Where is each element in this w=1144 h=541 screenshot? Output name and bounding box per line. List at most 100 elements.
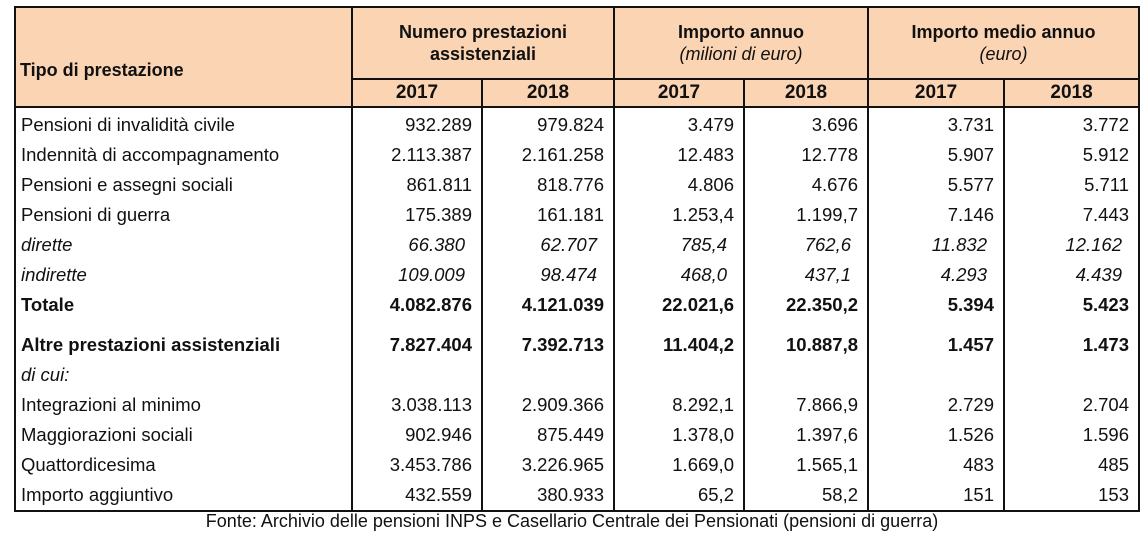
value-cell: 5.907 <box>867 140 1006 170</box>
year-header: 2017 <box>613 78 745 108</box>
year-header: 2018 <box>1003 78 1141 108</box>
value-cell: 7.866,9 <box>742 390 870 420</box>
table-row: indirette 109.009 98.474 468,0 437,1 4.293 4.4… <box>14 260 1141 290</box>
table-row: Importo aggiuntivo 432.559 380.933 65,2 58,2… <box>14 480 1141 512</box>
value-cell <box>613 360 745 390</box>
value-cell: 437,1 <box>742 260 870 290</box>
value-cell: 22.350,2 <box>742 290 870 320</box>
group-title: Importo annuo <box>678 22 804 42</box>
value-cell: 1.473 <box>1003 330 1141 360</box>
year-header: 2018 <box>481 78 615 108</box>
value-cell: 5.394 <box>867 290 1006 320</box>
row-label: di cui: <box>14 360 353 390</box>
row-label: dirette <box>14 230 353 260</box>
row-header: Tipo di prestazione <box>14 6 353 108</box>
year-header: 2017 <box>867 78 1006 108</box>
value-cell: 7.443 <box>1003 200 1141 230</box>
value-cell: 12.778 <box>742 140 870 170</box>
spacer-row <box>14 320 1141 330</box>
value-cell: 380.933 <box>481 480 615 512</box>
value-cell: 485 <box>1003 450 1141 480</box>
value-cell: 875.449 <box>481 420 615 450</box>
value-cell: 7.827.404 <box>351 330 483 360</box>
value-cell: 1.596 <box>1003 420 1141 450</box>
value-cell: 5.711 <box>1003 170 1141 200</box>
value-cell: 4.121.039 <box>481 290 615 320</box>
row-label: Indennità di accompagnamento <box>14 140 353 170</box>
table-row: Totale 4.082.876 4.121.039 22.021,6 22.350,2… <box>14 290 1141 320</box>
spacer-cell <box>613 320 745 330</box>
value-cell: 1.526 <box>867 420 1006 450</box>
value-cell: 12.483 <box>613 140 745 170</box>
value-cell: 932.289 <box>351 107 483 140</box>
row-label: Pensioni e assegni sociali <box>14 170 353 200</box>
value-cell: 1.565,1 <box>742 450 870 480</box>
group-title: Numero prestazioni assistenziali <box>398 22 568 64</box>
value-cell: 1.253,4 <box>613 200 745 230</box>
value-cell: 3.479 <box>613 107 745 140</box>
value-cell: 98.474 <box>481 260 615 290</box>
table-row: Quattordicesima 3.453.786 3.226.965 1.669,0… <box>14 450 1141 480</box>
value-cell: 1.378,0 <box>613 420 745 450</box>
value-cell: 4.806 <box>613 170 745 200</box>
value-cell <box>867 360 1006 390</box>
value-cell: 10.887,8 <box>742 330 870 360</box>
row-label: Quattordicesima <box>14 450 353 480</box>
group-header-importo-medio: Importo medio annuo (euro) <box>867 6 1141 80</box>
value-cell: 3.731 <box>867 107 1006 140</box>
value-cell: 1.397,6 <box>742 420 870 450</box>
value-cell <box>742 360 870 390</box>
value-cell: 902.946 <box>351 420 483 450</box>
spacer-cell <box>742 320 870 330</box>
value-cell: 66.380 <box>351 230 483 260</box>
value-cell: 5.423 <box>1003 290 1141 320</box>
table-row: Integrazioni al minimo 3.038.113 2.909.366… <box>14 390 1141 420</box>
row-label: Integrazioni al minimo <box>14 390 353 420</box>
value-cell: 2.704 <box>1003 390 1141 420</box>
row-label: Maggiorazioni sociali <box>14 420 353 450</box>
value-cell: 62.707 <box>481 230 615 260</box>
spacer-cell <box>14 320 353 330</box>
value-cell: 11.404,2 <box>613 330 745 360</box>
row-label: Pensioni di invalidità civile <box>14 107 353 140</box>
value-cell: 3.226.965 <box>481 450 615 480</box>
value-cell: 818.776 <box>481 170 615 200</box>
value-cell: 2.113.387 <box>351 140 483 170</box>
value-cell: 1.199,7 <box>742 200 870 230</box>
value-cell: 12.162 <box>1003 230 1141 260</box>
spacer-cell <box>867 320 1006 330</box>
table-row: Pensioni di guerra 175.389 161.181 1.253,4 1… <box>14 200 1141 230</box>
group-title: Importo medio annuo <box>911 22 1096 42</box>
group-subtitle: (milioni di euro) <box>679 44 803 64</box>
value-cell: 3.696 <box>742 107 870 140</box>
row-label: Importo aggiuntivo <box>14 480 353 512</box>
value-cell: 979.824 <box>481 107 615 140</box>
row-label: Altre prestazioni assistenziali <box>14 330 353 360</box>
value-cell <box>1003 360 1141 390</box>
year-header: 2018 <box>742 78 870 108</box>
value-cell: 11.832 <box>867 230 1006 260</box>
row-label: Pensioni di guerra <box>14 200 353 230</box>
value-cell: 2.729 <box>867 390 1006 420</box>
spacer-cell <box>1003 320 1141 330</box>
group-subtitle: (euro) <box>979 44 1028 64</box>
value-cell: 1.669,0 <box>613 450 745 480</box>
value-cell: 3.772 <box>1003 107 1141 140</box>
value-cell: 7.146 <box>867 200 1006 230</box>
value-cell: 5.912 <box>1003 140 1141 170</box>
value-cell: 468,0 <box>613 260 745 290</box>
value-cell: 8.292,1 <box>613 390 745 420</box>
group-header-numero: Numero prestazioni assistenziali <box>351 6 615 80</box>
group-header-importo: Importo annuo (milioni di euro) <box>612 6 870 80</box>
value-cell: 151 <box>867 480 1006 512</box>
value-cell: 4.293 <box>867 260 1006 290</box>
value-cell: 2.909.366 <box>481 390 615 420</box>
value-cell: 58,2 <box>742 480 870 512</box>
value-cell: 4.082.876 <box>351 290 483 320</box>
table-row: Pensioni e assegni sociali 861.811 818.776… <box>14 170 1141 200</box>
pension-table: Tipo di prestazione Numero prestazioni a… <box>14 6 1141 512</box>
value-cell: 432.559 <box>351 480 483 512</box>
value-cell: 7.392.713 <box>481 330 615 360</box>
source-note: Fonte: Archivio delle pensioni INPS e Ca… <box>205 511 939 531</box>
row-label: Totale <box>14 290 353 320</box>
